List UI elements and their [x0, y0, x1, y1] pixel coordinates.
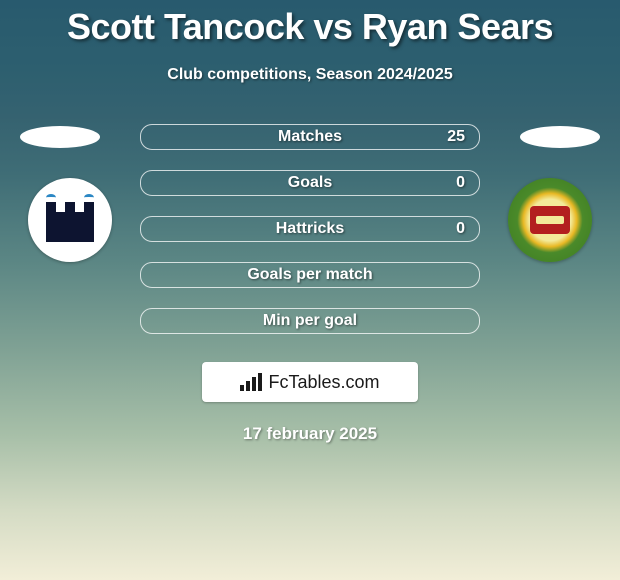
- stat-row-goals: Goals 0: [140, 170, 480, 196]
- stat-right-value: 0: [456, 174, 465, 192]
- footer-brand-text: FcTables.com: [268, 372, 379, 393]
- stat-label: Min per goal: [263, 312, 357, 330]
- stat-row-hattricks: Hattricks 0: [140, 216, 480, 242]
- player-tag-left: [20, 126, 100, 148]
- stat-right-value: 25: [447, 128, 465, 146]
- club-badge-left: [28, 178, 112, 262]
- club-badge-right: [508, 178, 592, 262]
- stat-label: Matches: [278, 128, 342, 146]
- stat-label: Goals per match: [247, 266, 372, 284]
- stat-row-matches: Matches 25: [140, 124, 480, 150]
- player-tag-right: [520, 126, 600, 148]
- stat-row-min-per-goal: Min per goal: [140, 308, 480, 334]
- page-title: Scott Tancock vs Ryan Sears: [0, 0, 620, 48]
- stat-right-value: 0: [456, 220, 465, 238]
- stat-label: Goals: [288, 174, 332, 192]
- caernarfon-badge-icon: [508, 178, 592, 262]
- stat-row-goals-per-match: Goals per match: [140, 262, 480, 288]
- footer-brand: FcTables.com: [202, 362, 418, 402]
- snapshot-date: 17 february 2025: [0, 424, 620, 444]
- stat-label: Hattricks: [276, 220, 344, 238]
- bars-chart-icon: [240, 373, 262, 391]
- haverfordwest-badge-icon: [28, 178, 112, 262]
- subtitle: Club competitions, Season 2024/2025: [0, 66, 620, 84]
